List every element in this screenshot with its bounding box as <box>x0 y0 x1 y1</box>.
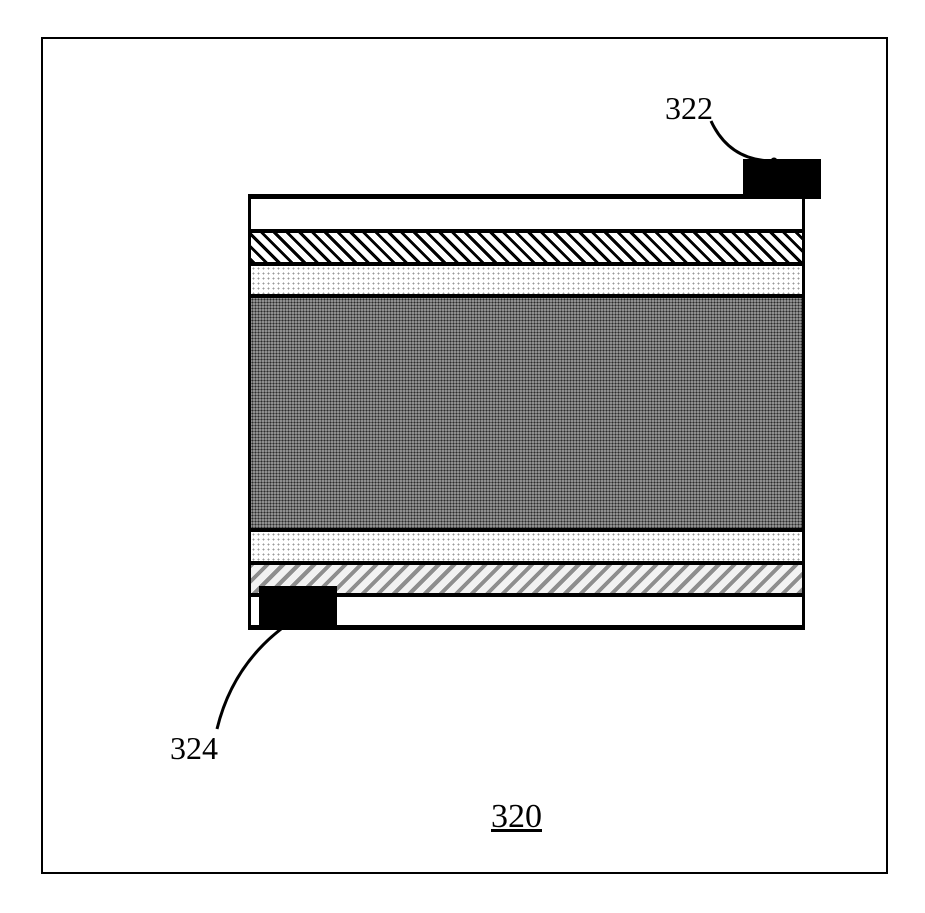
device-stack <box>248 194 805 630</box>
figure-frame: 322 324 320 <box>41 37 888 874</box>
ref-label-322: 322 <box>665 90 713 127</box>
layer-top-align <box>251 264 802 296</box>
figure-number: 320 <box>491 798 542 836</box>
layer-bot-align <box>251 530 802 562</box>
layer-lc-core <box>251 296 802 530</box>
layer-top-substrate <box>251 197 802 231</box>
ref-label-324: 324 <box>170 730 218 767</box>
layer-top-electrode <box>251 231 802 263</box>
